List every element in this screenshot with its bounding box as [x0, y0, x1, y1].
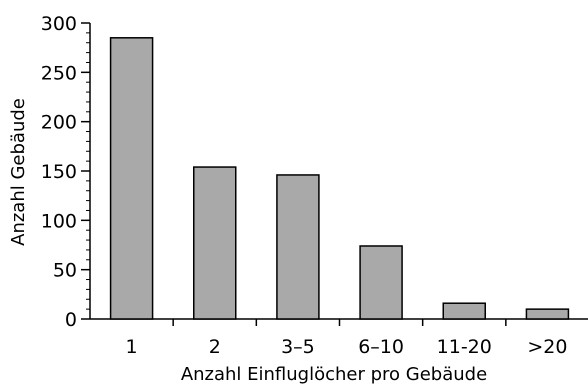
- y-axis-title: Anzahl Gebäude: [8, 98, 29, 246]
- y-tick-label: 250: [41, 62, 77, 84]
- x-tick-label: 1: [126, 336, 138, 358]
- bar: [276, 174, 320, 320]
- y-tick-label: 200: [41, 112, 77, 134]
- bar: [359, 245, 403, 320]
- y-tick-label: 50: [53, 260, 77, 282]
- x-tick-label: 2: [209, 336, 221, 358]
- x-tick-label: 11-20: [437, 336, 492, 358]
- x-tick-label: 6–10: [358, 336, 404, 358]
- bar: [109, 37, 154, 320]
- bar: [442, 302, 486, 320]
- y-tick-label: 0: [65, 309, 77, 331]
- y-tick-label: 150: [41, 161, 77, 183]
- x-axis: 1 2 3–5 6–10 11-20 >20: [90, 318, 588, 358]
- bar: [193, 166, 237, 320]
- y-tick-label: 300: [41, 13, 77, 35]
- bar: [525, 308, 570, 320]
- x-tick-label: >20: [527, 336, 567, 358]
- x-axis-title: Anzahl Einfluglöcher pro Gebäude: [181, 364, 487, 385]
- y-tick-label: 100: [41, 210, 77, 232]
- bars: [109, 37, 570, 320]
- y-axis: 0 50 100 150 200 250 300: [41, 13, 91, 331]
- x-tick-label: 3–5: [281, 336, 315, 358]
